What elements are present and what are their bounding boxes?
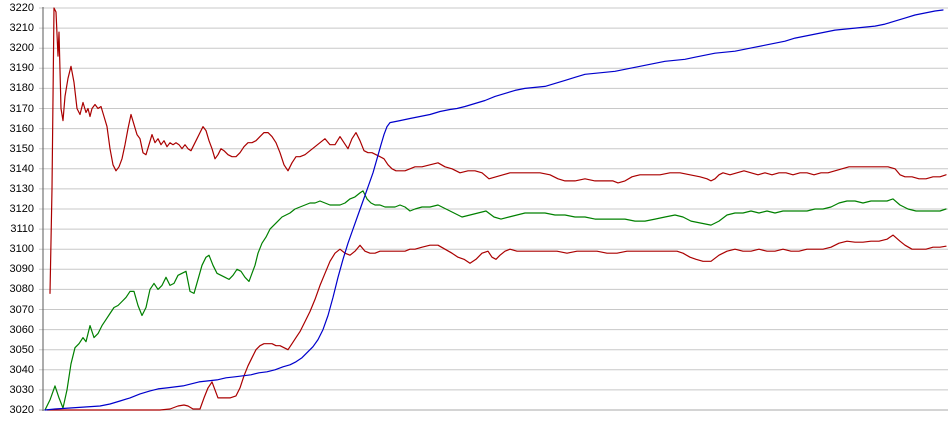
y-axis-tick-label: 3030 [9,383,34,396]
y-axis-tick-label: 3210 [9,22,34,35]
y-axis-tick-label: 3220 [9,2,34,14]
y-axis-tick-label: 3040 [9,363,34,376]
red-lower-line [46,234,947,411]
y-axis-tick-label: 3170 [9,102,34,115]
y-axis-tick-label: 3100 [9,243,34,256]
y-axis-tick-label: 3130 [9,182,34,195]
y-axis-tick-label: 3180 [9,82,34,95]
y-axis: 3220 3210 3200 3190 3180 3170 3160 3150 3140 3130… [0,0,36,435]
y-axis-tick-label: 3050 [9,343,34,356]
y-axis-tick-label: 3090 [9,263,34,276]
y-axis-tick-label: 3160 [9,122,34,135]
y-axis-tick-label: 3110 [10,223,34,236]
green-middle-line [44,190,947,411]
y-axis-tick-label: 3120 [9,203,34,215]
y-axis-tick-label: 3140 [9,162,34,175]
y-axis-tick-label: 3060 [9,323,34,336]
y-axis-tick-label: 3190 [9,62,34,75]
y-axis-tick-label: 3200 [9,42,34,55]
y-axis-tick-label: 3150 [9,142,34,155]
blue-cumulative-line [44,9,944,411]
y-axis-tick-label: 3070 [9,303,34,316]
y-axis-tick-label: 3020 [9,404,34,416]
y-axis-tick-label: 3080 [9,283,34,296]
red-upper-line [49,7,947,294]
